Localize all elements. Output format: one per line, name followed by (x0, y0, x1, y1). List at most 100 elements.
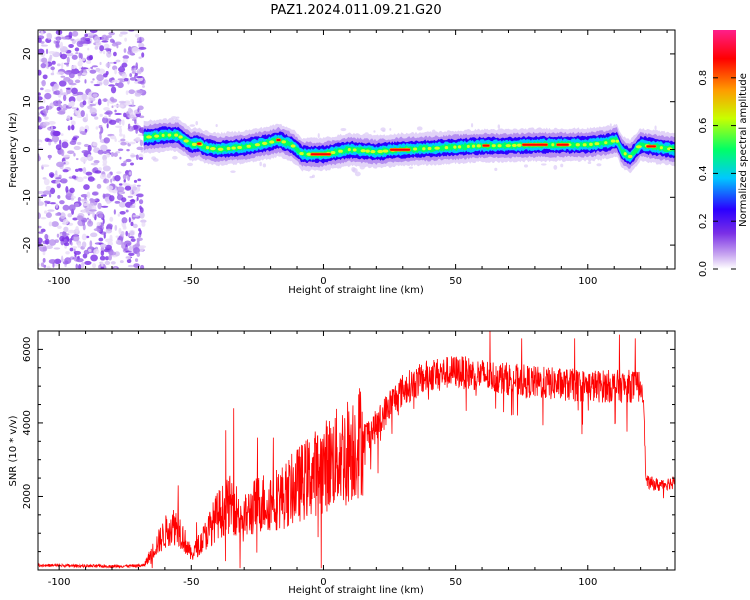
noise-speck (88, 248, 92, 252)
noise-speck (89, 198, 94, 202)
noise-speck (45, 48, 49, 55)
noise-speck (123, 77, 129, 82)
noise-speck (138, 228, 141, 232)
noise-speck (125, 230, 129, 237)
noise-speck (48, 154, 51, 160)
noise-speck (129, 154, 138, 157)
ridge-blob (582, 143, 587, 147)
noise-speck (130, 221, 134, 227)
x-tick-label: -100 (48, 577, 71, 588)
noise-speck (55, 41, 60, 48)
noise-speck (96, 221, 102, 227)
noise-speck (119, 210, 126, 215)
ridge-blob (269, 140, 275, 144)
ridge-peak (276, 138, 281, 141)
ridge-blob (183, 139, 189, 143)
ridge-blob (610, 139, 616, 143)
noise-speck (113, 51, 117, 57)
noise-speck (108, 31, 115, 36)
noise-speck (102, 73, 108, 78)
noise-speck (136, 240, 140, 247)
noise-speck (102, 98, 108, 102)
noise-speck (136, 68, 142, 75)
noise-speck (70, 120, 76, 126)
noise-speck (107, 100, 110, 107)
ridge-blob (589, 142, 593, 146)
noise-speck (57, 225, 62, 230)
noise-speck (38, 69, 42, 76)
noise-speck (51, 135, 60, 143)
noise-speck (130, 98, 134, 103)
noise-speck (78, 52, 82, 59)
noise-speck (70, 197, 74, 201)
halo-speck (151, 156, 157, 161)
noise-speck (48, 120, 56, 125)
noise-speck (81, 66, 84, 73)
ridge-blob (262, 141, 268, 145)
noise-speck (55, 177, 62, 180)
noise-speck (114, 224, 118, 231)
noise-speck (73, 250, 81, 255)
noise-speck (38, 212, 41, 220)
ridge-blob (497, 144, 502, 148)
y-tick-label: 10 (22, 95, 33, 108)
noise-speck (120, 231, 125, 237)
noise-speck (133, 179, 138, 183)
noise-speck (92, 142, 98, 147)
noise-speck (38, 237, 43, 244)
ridge-blob (209, 147, 216, 151)
noise-speck (122, 58, 128, 64)
noise-speck (96, 183, 102, 189)
spectrogram-x-axis-label: Height of straight line (km) (288, 285, 424, 296)
noise-speck (81, 149, 90, 154)
noise-speck (45, 105, 53, 110)
noise-speck (74, 202, 80, 208)
noise-speck (38, 116, 42, 123)
noise-speck (68, 44, 74, 49)
noise-speck (68, 204, 76, 212)
noise-speck (98, 213, 104, 219)
noise-speck (71, 30, 79, 37)
noise-speck (91, 191, 99, 196)
snr-panel: -100 -50 0 50 100 2000 4000 6000 Height of str… (8, 330, 676, 596)
noise-speck (120, 138, 126, 142)
noise-speck (64, 257, 72, 265)
halo-speck (494, 167, 498, 171)
noise-speck (117, 82, 124, 89)
noise-speck (110, 135, 117, 140)
ridge-blob (178, 135, 183, 139)
noise-speck (102, 50, 106, 55)
noise-speck (101, 205, 109, 208)
snr-x-axis-label: Height of straight line (km) (288, 585, 424, 596)
noise-speck (44, 92, 52, 100)
noise-speck (40, 262, 45, 267)
noise-speck (63, 62, 70, 65)
noise-speck (77, 72, 82, 77)
noise-speck (38, 231, 44, 234)
noise-speck (135, 154, 139, 161)
noise-speck (73, 145, 81, 151)
noise-speck (106, 223, 113, 229)
halo-speck (654, 125, 657, 130)
noise-speck (89, 209, 97, 212)
ridge-blob (476, 144, 481, 148)
noise-speck (99, 45, 105, 52)
noise-speck (40, 44, 49, 47)
noise-speck (102, 116, 109, 124)
noise-speck (38, 139, 42, 143)
noise-speck (114, 112, 122, 116)
noise-speck (140, 264, 145, 269)
noise-speck (123, 48, 127, 53)
halo-speck (373, 130, 376, 133)
noise-speck (38, 92, 41, 96)
noise-speck (129, 245, 132, 252)
noise-speck (53, 83, 58, 89)
noise-speck (137, 133, 143, 137)
noise-speck (69, 140, 77, 146)
ridge-blob (231, 146, 236, 150)
noise-speck (103, 137, 111, 144)
noise-speck (60, 75, 66, 78)
noise-speck (123, 248, 127, 251)
noise-speck (87, 153, 92, 160)
noise-speck (74, 47, 80, 52)
